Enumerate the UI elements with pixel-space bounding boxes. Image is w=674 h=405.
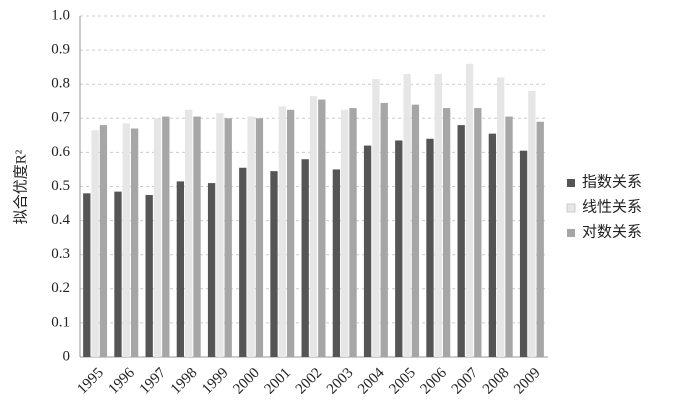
- y-tick-label: 0.7: [51, 110, 70, 126]
- legend-label: 对数关系: [582, 223, 642, 240]
- bar: [309, 96, 318, 357]
- bar: [185, 109, 193, 358]
- bar: [505, 116, 513, 357]
- y-tick-label: 0.1: [51, 314, 70, 330]
- y-tick-label: 0.8: [51, 76, 70, 92]
- bar: [332, 169, 341, 357]
- legend-swatch: [566, 203, 576, 213]
- bar: [497, 77, 505, 357]
- x-tick-label: 2007: [449, 365, 482, 398]
- bar: [519, 150, 528, 357]
- bar: [528, 91, 536, 358]
- bar: [193, 116, 201, 357]
- legend-label: 指数关系: [582, 173, 642, 190]
- bar: [239, 167, 247, 357]
- bar: [465, 63, 474, 358]
- bar: [91, 130, 99, 357]
- bar: [474, 108, 482, 357]
- legend-label: 线性关系: [582, 198, 642, 215]
- x-tick-label: 2004: [355, 365, 388, 398]
- bar: [442, 108, 451, 357]
- y-tick-label: 0.4: [51, 212, 70, 228]
- legend-swatch: [567, 229, 575, 237]
- bar: [286, 109, 295, 358]
- bar: [488, 133, 497, 357]
- bar: [349, 108, 357, 357]
- x-tick-label: 1997: [137, 365, 170, 398]
- y-axis-label: 拟合优度R²: [12, 149, 29, 224]
- bar: [363, 145, 372, 357]
- bar: [372, 79, 380, 358]
- x-tick-label: 2002: [293, 365, 326, 398]
- bar: [411, 104, 420, 357]
- bar: [457, 125, 465, 358]
- y-tick-label: 0.9: [51, 42, 70, 58]
- bar: [122, 123, 130, 357]
- x-tick-label: 2006: [418, 365, 451, 398]
- bar: [341, 109, 349, 358]
- bar: [114, 191, 122, 357]
- x-tick-label: 2005: [386, 365, 419, 398]
- bar: [162, 116, 170, 357]
- bar: [224, 118, 232, 357]
- bar: [207, 183, 216, 357]
- bar: [270, 171, 278, 357]
- y-tick-label: 1.0: [51, 7, 70, 23]
- bar: [380, 102, 388, 357]
- bar: [83, 193, 91, 357]
- x-tick-label: 1995: [74, 365, 107, 398]
- bar: [153, 118, 162, 357]
- x-tick-label: 2008: [480, 365, 513, 398]
- bar: [426, 138, 434, 357]
- bar: [318, 99, 326, 358]
- x-tick-label: 2003: [324, 365, 357, 398]
- y-tick-label: 0.6: [51, 144, 70, 160]
- x-tick-label: 2009: [511, 365, 544, 398]
- y-tick-label: 0.3: [51, 246, 70, 262]
- bar: [255, 118, 264, 357]
- y-tick-label: 0: [63, 348, 71, 364]
- y-tick-label: 0.5: [51, 178, 70, 194]
- bar: [216, 113, 224, 357]
- bar: [403, 73, 411, 357]
- bar: [434, 73, 442, 357]
- y-tick-label: 0.2: [51, 280, 70, 296]
- legend-swatch: [567, 179, 575, 187]
- x-tick-label: 2001: [262, 365, 295, 398]
- bar: [278, 106, 286, 358]
- bar: [395, 140, 403, 357]
- bar: [99, 125, 108, 358]
- x-tick-label: 1998: [168, 365, 201, 398]
- bar: [247, 116, 255, 357]
- bar: [130, 128, 139, 357]
- x-tick-label: 1996: [106, 365, 139, 398]
- x-tick-label: 2000: [230, 365, 263, 398]
- bar: [145, 195, 153, 357]
- bar: [301, 159, 309, 357]
- x-tick-label: 1999: [199, 365, 232, 398]
- bar: [176, 181, 185, 357]
- bar: [536, 121, 544, 358]
